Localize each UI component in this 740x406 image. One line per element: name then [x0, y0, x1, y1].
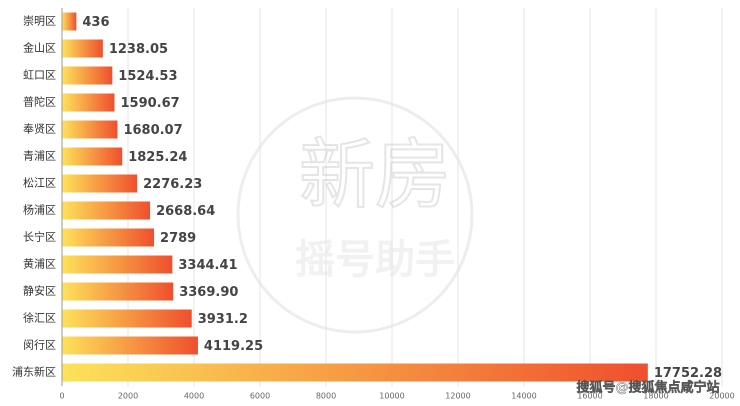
y-tick-label: 黄浦区 — [23, 257, 56, 271]
y-tick-label: 金山区 — [23, 41, 56, 55]
value-label: 1680.07 — [123, 123, 182, 138]
bar — [62, 147, 123, 166]
value-label: 2276.23 — [143, 177, 202, 192]
watermark-title: 新房 — [299, 130, 451, 219]
bar — [62, 174, 138, 193]
x-tick-label: 0 — [59, 392, 64, 401]
x-tick-label: 6000 — [250, 392, 270, 401]
y-tick-label: 松江区 — [23, 176, 56, 190]
bar — [62, 309, 192, 328]
bar — [62, 201, 151, 220]
y-tick-label: 静安区 — [23, 284, 56, 298]
x-tick-label: 10000 — [379, 392, 404, 401]
bar — [62, 228, 155, 247]
bar — [62, 120, 118, 139]
y-tick-label: 长宁区 — [23, 230, 56, 244]
x-tick-label: 8000 — [316, 392, 336, 401]
x-tick-label: 18000 — [643, 392, 668, 401]
bar — [62, 12, 77, 31]
bar — [62, 255, 173, 274]
y-tick-label: 崇明区 — [23, 15, 56, 28]
bar — [62, 363, 648, 382]
x-tick-label: 14000 — [511, 392, 536, 401]
y-tick-label: 徐汇区 — [23, 311, 56, 325]
value-label: 2668.64 — [156, 204, 215, 219]
value-label: 3344.41 — [178, 258, 237, 273]
value-label: 1825.24 — [128, 150, 187, 165]
x-tick-label: 12000 — [445, 392, 470, 401]
x-tick-label: 2000 — [118, 392, 138, 401]
y-tick-label: 杨浦区 — [23, 203, 56, 217]
x-tick-label: 20000 — [709, 392, 734, 401]
value-label: 3369.90 — [179, 285, 238, 300]
bar — [62, 282, 174, 301]
value-label: 436 — [82, 15, 109, 30]
bar — [62, 39, 103, 58]
bar — [62, 66, 113, 85]
value-label: 1238.05 — [109, 42, 168, 57]
watermark-subtitle: 摇号助手 — [295, 237, 455, 283]
y-tick-label: 虹口区 — [23, 69, 56, 82]
y-tick-label: 奉贤区 — [23, 122, 56, 136]
y-tick-label: 闵行区 — [23, 338, 56, 352]
value-label: 17752.28 — [654, 366, 722, 381]
value-label: 1524.53 — [118, 69, 177, 84]
source-watermark: 搜狐号@搜狐焦点咸宁站 — [576, 380, 719, 396]
value-label: 1590.67 — [120, 96, 179, 111]
y-tick-label: 浦东新区 — [12, 365, 56, 379]
x-tick-label: 16000 — [577, 392, 602, 401]
x-tick-label: 4000 — [184, 392, 204, 401]
value-label: 2789 — [160, 231, 196, 246]
value-label: 3931.2 — [198, 312, 248, 327]
value-label: 4119.25 — [204, 339, 263, 354]
y-tick-label: 青浦区 — [23, 150, 56, 163]
y-tick-label: 普陀区 — [23, 95, 56, 109]
bar — [62, 93, 115, 112]
watermark-ring — [236, 96, 474, 334]
watermark: 新房 摇号助手 — [236, 96, 474, 334]
bar — [62, 336, 198, 355]
